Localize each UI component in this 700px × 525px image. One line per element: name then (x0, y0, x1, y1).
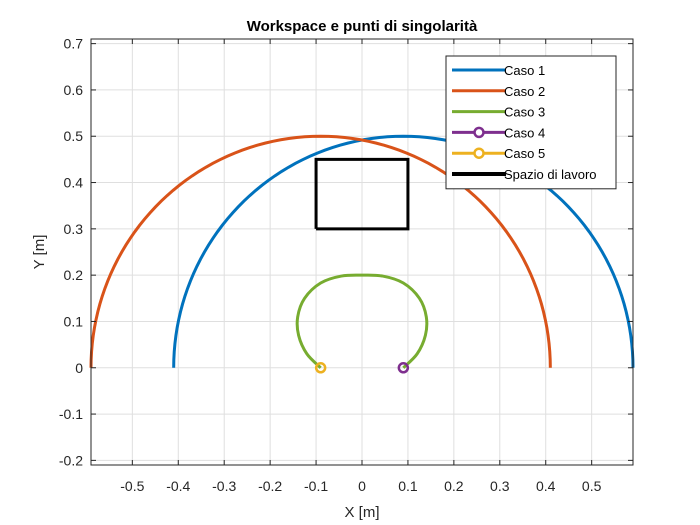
y-tick-label: -0.1 (59, 406, 83, 422)
legend-item: Caso 5 (452, 146, 545, 161)
legend-item: Caso 4 (452, 125, 545, 140)
y-tick-label: 0.2 (64, 267, 84, 283)
legend-label: Caso 3 (504, 105, 545, 120)
y-tick-label: 0.5 (64, 128, 84, 144)
x-tick-label: 0 (358, 478, 366, 494)
y-tick-label: 0 (75, 360, 83, 376)
x-tick-label: 0.3 (490, 478, 510, 494)
x-tick-label: -0.2 (258, 478, 282, 494)
x-tick-label: 0.2 (444, 478, 464, 494)
x-tick-label: 0.4 (536, 478, 556, 494)
y-tick-label: 0.6 (64, 82, 84, 98)
legend-item: Caso 1 (452, 63, 545, 78)
legend-marker (473, 147, 485, 159)
series-caso-1-line (172, 134, 635, 368)
x-tick-label: 0.1 (398, 478, 418, 494)
series-caso-5-marker (314, 362, 327, 374)
x-tick-label: -0.4 (166, 478, 190, 494)
y-tick-label: 0.4 (64, 175, 84, 191)
legend-label: Spazio di lavoro (504, 167, 597, 182)
legend-item: Caso 3 (452, 105, 545, 120)
ticks: -0.5 -0.4 -0.3 -0.2 -0.1 0 0.1 0.2 0.3 0.4 0.5 -0.2… (59, 36, 633, 494)
chart-title: Workspace e punti di singolarità (247, 18, 478, 35)
legend-label: Caso 4 (504, 125, 545, 140)
y-tick-label: 0.3 (64, 221, 84, 237)
series-spazio-di-lavoro-line (314, 157, 410, 231)
y-tick-label: -0.2 (59, 452, 83, 468)
y-tick-label: 0.7 (64, 36, 84, 52)
legend-label: Caso 2 (504, 84, 545, 99)
series-caso-4-marker (397, 362, 410, 374)
legend-box (445, 55, 617, 190)
x-tick-label: -0.5 (120, 478, 144, 494)
y-axis-label: Y [m] (31, 235, 48, 270)
x-tick-label: 0.5 (582, 478, 602, 494)
legend-item: Spazio di lavoro (452, 167, 597, 182)
legend-label: Caso 1 (504, 63, 545, 78)
x-tick-label: -0.3 (212, 478, 236, 494)
x-tick-label: -0.1 (304, 478, 328, 494)
y-tick-label: 0.1 (64, 313, 84, 329)
legend[interactable]: Caso 1 Caso 2 Caso 3 Caso 4 Caso 5 Spazio di … (445, 55, 617, 190)
legend-item: Caso 2 (452, 84, 545, 99)
legend-marker (473, 126, 485, 139)
x-axis-label: X [m] (344, 504, 379, 521)
series-caso-3-line (295, 273, 429, 369)
legend-label: Caso 5 (504, 146, 545, 161)
series-layer (89, 134, 635, 374)
series-caso-2-line (89, 134, 552, 368)
